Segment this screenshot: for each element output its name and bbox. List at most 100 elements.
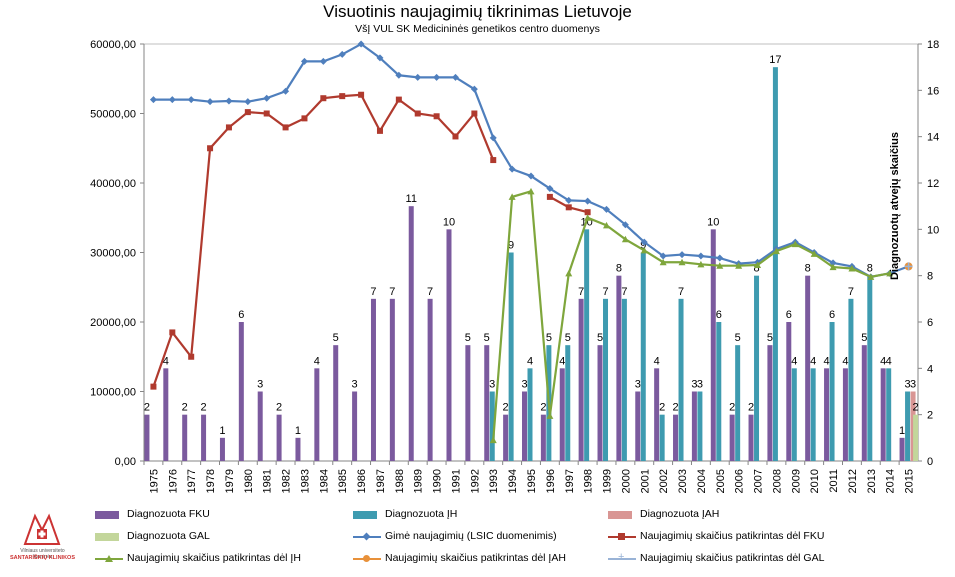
- bar-1-2012: [848, 298, 854, 461]
- x-axis-tick-label: 1981: [262, 469, 274, 493]
- bar-label-1-1994: 9: [508, 240, 514, 252]
- x-axis-tick-label: 1990: [432, 469, 444, 493]
- line-point-1-1976: [169, 329, 176, 336]
- left-axis-tick-label: 40000,00: [90, 178, 136, 190]
- line-point-2-2003: [678, 258, 686, 266]
- line-point-2-1993: [489, 436, 497, 444]
- line-point-2-2006: [735, 262, 743, 269]
- bar-1-2014: [886, 368, 892, 461]
- bar-1-2009: [791, 368, 797, 461]
- line-point-0-1985: [338, 50, 346, 58]
- line-point-0-1983: [300, 57, 308, 65]
- bar-3-2015: [913, 414, 919, 461]
- bar-0-2000: [616, 275, 622, 461]
- line-point-2-2000: [621, 235, 629, 243]
- line-point-0-2005: [716, 254, 724, 262]
- bar-1-1997: [565, 345, 571, 461]
- x-axis-tick-label: 1977: [186, 469, 198, 493]
- x-axis-tick-label: 1995: [526, 469, 538, 493]
- line-point-2-2010: [810, 250, 818, 257]
- legend-label-ih: Diagnozuota ĮH: [385, 508, 458, 520]
- left-axis-tick-label: 50000,00: [90, 109, 136, 121]
- line-point-0-1989: [414, 73, 422, 81]
- legend-label-gal: Diagnozuota GAL: [127, 530, 210, 542]
- bar-label-0-2009: 6: [786, 309, 792, 321]
- line-point-0-1986: [357, 40, 365, 48]
- bar-0-2012: [842, 368, 848, 461]
- bar-label-1-1993: 3: [489, 379, 495, 391]
- bar-label-0-1977: 2: [182, 402, 188, 414]
- line-point-0-1977: [187, 96, 195, 104]
- bar-label-0-1983: 1: [295, 425, 301, 437]
- bar-0-1977: [182, 414, 188, 461]
- bar-0-1986: [352, 391, 358, 461]
- bar-label-0-1979: 1: [219, 425, 225, 437]
- legend-swatch-iah: [608, 511, 632, 519]
- bar-1-2001: [640, 252, 646, 461]
- left-axis-tick-label: 20000,00: [90, 317, 136, 329]
- line-point-0-1998: [584, 197, 592, 205]
- bar-label-0-1989: 11: [406, 193, 417, 205]
- x-axis-tick-label: 1983: [299, 469, 311, 493]
- bar-label-1-2004: 3: [697, 379, 703, 391]
- legend-label-tested-gal: Naujagimių skaičius patikrintas dėl GAL: [640, 552, 825, 564]
- legend-marker-tested-ih: [105, 555, 113, 562]
- x-axis-tick-label: 2014: [885, 469, 897, 493]
- bar-label-0-1987: 7: [370, 286, 376, 298]
- legend-label-tested-iah: Naujagimių skaičius patikrintas dėl ĮAH: [385, 552, 566, 564]
- legend-marker-tested-fku: [618, 533, 625, 540]
- line-point-0-1982: [282, 87, 290, 95]
- x-axis-tick-label: 1996: [545, 469, 557, 493]
- line-point-2-2009: [791, 240, 799, 248]
- bar-0-2014: [880, 368, 886, 461]
- line-point-1-1977: [188, 353, 195, 360]
- legend-swatch-fku: [95, 511, 119, 519]
- right-axis-tick-label: 16: [927, 85, 939, 97]
- right-axis-tick-label: 14: [927, 132, 939, 144]
- bar-label-0-1999: 5: [597, 332, 603, 344]
- bar-0-1997: [559, 368, 565, 461]
- bar-0-1994: [503, 414, 509, 461]
- x-axis-tick-label: 2006: [734, 469, 746, 493]
- legend-line-tested-gal: [608, 558, 636, 560]
- x-axis-tick-label: 2013: [866, 469, 878, 493]
- bar-label-0-1980: 6: [238, 309, 244, 321]
- bar-0-1985: [333, 345, 339, 461]
- line-point-2-2011: [829, 263, 837, 271]
- bar-label-0-2002: 4: [654, 355, 660, 367]
- line-point-1-1986: [358, 91, 365, 98]
- bar-label-1-2008: 17: [769, 54, 781, 66]
- line-point-1-1978: [207, 145, 214, 152]
- bar-0-2010: [805, 275, 811, 461]
- bar-0-1975: [144, 414, 150, 461]
- line-point-1-1992: [471, 110, 478, 117]
- x-axis-tick-label: 1993: [488, 469, 500, 493]
- bar-label-0-2006: 2: [729, 402, 735, 414]
- bar-label-0-2001: 3: [635, 379, 641, 391]
- bar-0-1987: [370, 298, 376, 461]
- bar-label-1-1999: 7: [602, 286, 608, 298]
- bar-label-0-2007: 2: [748, 402, 754, 414]
- x-axis-tick-label: 1980: [243, 469, 255, 493]
- bar-label-0-2004: 3: [691, 379, 697, 391]
- legend-marker-tested-gal: +: [618, 551, 625, 563]
- bar-label-0-1976: 4: [163, 355, 169, 367]
- bar-label-1-2002: 2: [659, 402, 665, 414]
- line-point-1-1991: [452, 133, 459, 140]
- bar-0-1993: [484, 345, 490, 461]
- line-point-1-1988: [395, 96, 402, 103]
- bar-1-2004: [697, 391, 703, 461]
- chart-title: Visuotinis naujagimių tikrinimas Lietuvo…: [323, 2, 632, 21]
- line-point-0-1993: [489, 134, 497, 142]
- line-point-1-1981: [263, 110, 270, 117]
- bar-label-0-1993: 5: [484, 332, 490, 344]
- line-point-0-2002: [659, 252, 667, 260]
- x-axis-tick-label: 1975: [148, 469, 160, 493]
- bar-label-0-1998: 7: [578, 286, 584, 298]
- bar-label-1-2010: 4: [810, 355, 816, 367]
- bar-0-2008: [767, 345, 773, 461]
- x-axis-tick-label: 2015: [904, 469, 916, 493]
- right-axis-label: Diagnozuotų atvejų skaičius: [889, 132, 901, 280]
- line-point-2-2008: [772, 247, 780, 255]
- line-point-2-2001: [640, 246, 648, 254]
